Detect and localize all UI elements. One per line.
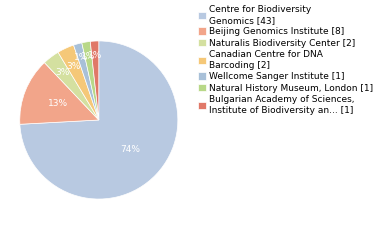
Wedge shape [20,63,99,124]
Legend: Centre for Biodiversity
Genomics [43], Beijing Genomics Institute [8], Naturalis: Centre for Biodiversity Genomics [43], B… [198,5,374,115]
Text: 1%: 1% [74,53,89,62]
Text: 74%: 74% [120,145,140,154]
Wedge shape [82,42,99,120]
Wedge shape [44,52,99,120]
Wedge shape [58,45,99,120]
Wedge shape [20,41,178,199]
Text: 3%: 3% [67,62,81,71]
Text: 3%: 3% [56,68,70,77]
Text: 1%: 1% [81,52,95,60]
Wedge shape [74,43,99,120]
Text: 13%: 13% [48,99,68,108]
Wedge shape [90,41,99,120]
Text: 1%: 1% [88,51,103,60]
